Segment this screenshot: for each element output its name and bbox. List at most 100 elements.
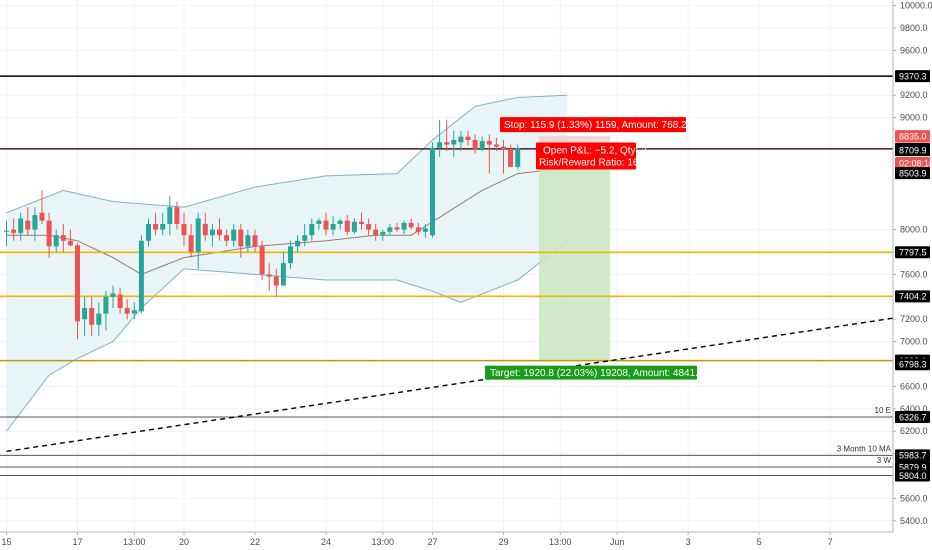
candle [351, 218, 357, 235]
candle [373, 224, 379, 241]
candle [422, 224, 428, 238]
price-tag-label: 6798.3 [899, 359, 927, 369]
price-tag-bg [895, 144, 930, 157]
candle-body [245, 235, 251, 247]
candle-body [288, 246, 293, 264]
candle [337, 218, 343, 230]
price-tag-bg [895, 70, 930, 83]
time-tick-label: 3 [686, 537, 691, 547]
candle [493, 137, 499, 152]
candle [75, 243, 80, 340]
candle-body [323, 220, 329, 230]
candle [501, 140, 506, 174]
candle [508, 144, 514, 167]
time-tick-label: 27 [427, 537, 437, 547]
candle-body [451, 140, 457, 145]
price-tag-label: 8709.9 [899, 145, 927, 155]
level-note: 3 W [877, 456, 892, 465]
price-tick-label: 10000.0 [900, 1, 932, 11]
candle-body [508, 148, 514, 167]
time-tick-label: 24 [321, 537, 331, 547]
candle-body [252, 235, 258, 247]
candle [195, 212, 201, 269]
candle-body [238, 229, 244, 247]
candle [273, 268, 279, 297]
price-tag-bg [895, 411, 930, 424]
candle-body [11, 229, 17, 233]
price-tag-bg [895, 469, 930, 482]
candle [89, 296, 95, 336]
candle-body [493, 144, 499, 147]
candle [188, 224, 194, 258]
candle [18, 212, 24, 241]
candle [330, 216, 336, 236]
candle [387, 224, 393, 236]
time-tick-label: 7 [828, 537, 833, 547]
price-tag: 7797.5 [895, 246, 930, 259]
candle-body [32, 215, 38, 230]
candle [209, 224, 215, 247]
time-tick-label: 22 [250, 537, 260, 547]
candle [323, 212, 329, 236]
candle-body [96, 313, 102, 325]
candle [103, 291, 109, 331]
candle-body [309, 224, 315, 236]
price-tag: 8835.0 [895, 130, 930, 143]
candle [25, 207, 31, 236]
candle-body [131, 310, 137, 314]
candle-body [117, 294, 123, 308]
price-tag: 5804.0 [895, 469, 930, 482]
candle-body [160, 224, 166, 230]
price-tag-label: 7797.5 [899, 248, 927, 258]
candle [117, 287, 123, 314]
candle-body [401, 222, 407, 230]
time-tick-label: 13:00 [123, 537, 146, 547]
time-tick-label: 15 [1, 537, 11, 547]
candle [131, 302, 137, 320]
price-tag-label: 7404.2 [899, 292, 927, 302]
price-tag-bg [895, 246, 930, 259]
candle-body [515, 148, 521, 167]
candle-body [359, 221, 364, 224]
candle [181, 212, 187, 247]
level-note: 3 Month 10 MA [837, 444, 892, 453]
candle-body [259, 246, 265, 275]
candle-body [202, 224, 208, 236]
candle [245, 229, 251, 252]
target-label: Target: 1920.8 (22.03%) 19208, Amount: 4… [490, 368, 704, 379]
price-tag-label: 8835.0 [899, 131, 927, 141]
candle [437, 119, 443, 157]
candle-body [167, 207, 173, 224]
candle-body [465, 136, 471, 140]
candle [124, 299, 130, 320]
candle-body [39, 212, 45, 221]
candle-body [273, 276, 279, 286]
candle-body [444, 142, 450, 145]
price-tick-label: 6200.0 [900, 426, 928, 436]
candle-body [103, 296, 109, 314]
candle [486, 134, 492, 174]
candle [39, 190, 45, 224]
price-tick-label: 8000.0 [900, 225, 928, 235]
candle [479, 136, 485, 152]
candle-body [18, 218, 24, 233]
pnl-label-box [536, 142, 636, 170]
stop-label: Stop: 115.9 (1.33%) 1159, Amount: 768.2 [504, 120, 687, 131]
price-tag-label: 6326.7 [899, 412, 927, 422]
price-tag: 8709.9 [895, 144, 930, 157]
price-tag-label: 8503.9 [899, 168, 927, 178]
price-tick-label: 5600.0 [900, 493, 928, 503]
candle [288, 240, 293, 269]
candle-body [415, 227, 421, 232]
price-tag: 7404.2 [895, 290, 930, 303]
candle-body [472, 140, 478, 149]
candle [458, 131, 464, 152]
price-tag-label: 9370.3 [899, 71, 927, 81]
candle [472, 134, 478, 154]
candle [153, 212, 159, 236]
time-tick-label: 5 [757, 537, 762, 547]
candle [110, 285, 116, 308]
candle [415, 222, 421, 236]
candle-body [188, 235, 194, 252]
